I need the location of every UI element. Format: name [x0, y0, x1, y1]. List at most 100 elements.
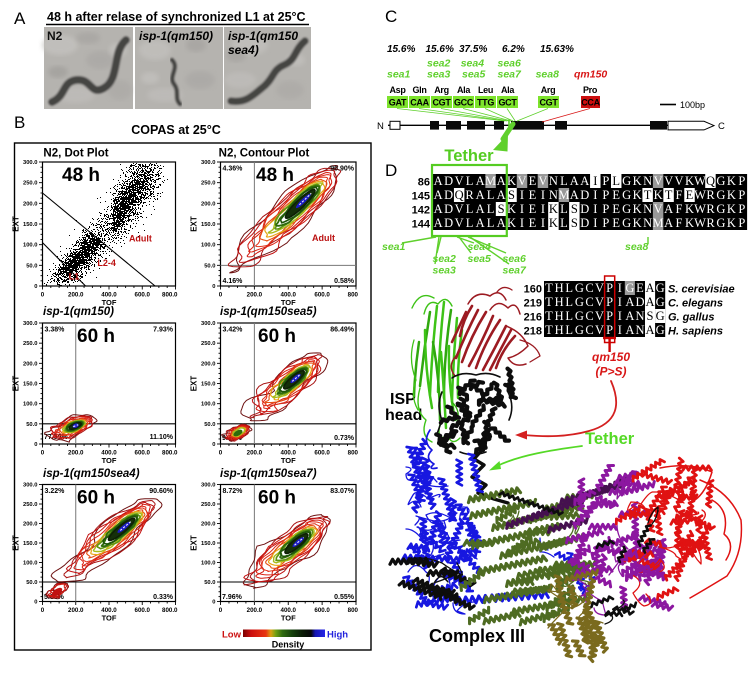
svg-text:sea2: sea2 — [427, 58, 451, 70]
svg-text:GCC: GCC — [454, 98, 474, 108]
svg-text:150.0: 150.0 — [23, 222, 38, 228]
svg-text:0: 0 — [34, 442, 37, 448]
svg-text:150.0: 150.0 — [201, 382, 216, 388]
svg-text:200.0: 200.0 — [247, 292, 263, 299]
svg-text:sea5: sea5 — [462, 69, 486, 81]
svg-text:144: 144 — [412, 219, 431, 231]
svg-text:sea3: sea3 — [427, 69, 451, 81]
svg-text:800.0: 800.0 — [162, 450, 178, 457]
svg-text:sea8: sea8 — [625, 241, 649, 253]
svg-text:Complex III: Complex III — [429, 626, 525, 646]
svg-text:400.0: 400.0 — [281, 292, 297, 299]
svg-text:C: C — [385, 7, 397, 26]
svg-text:216: 216 — [524, 312, 542, 324]
svg-text:0: 0 — [34, 600, 37, 606]
svg-text:400.0: 400.0 — [281, 450, 297, 457]
svg-text:sea6: sea6 — [503, 253, 527, 265]
svg-text:60 h: 60 h — [258, 326, 296, 347]
svg-text:0.58%: 0.58% — [334, 278, 355, 285]
svg-text:S. cerevisiae: S. cerevisiae — [668, 284, 735, 296]
svg-text:sea6: sea6 — [498, 58, 522, 70]
svg-text:Tether: Tether — [585, 430, 635, 448]
svg-text:300.0: 300.0 — [201, 483, 216, 489]
svg-text:0: 0 — [34, 284, 37, 290]
svg-text:GAT: GAT — [389, 98, 407, 108]
svg-text:100.0: 100.0 — [23, 561, 38, 567]
svg-text:head: head — [385, 407, 422, 424]
svg-text:Arg: Arg — [434, 85, 449, 95]
svg-text:Adult: Adult — [129, 233, 152, 243]
svg-text:800: 800 — [348, 292, 359, 299]
svg-text:90.90%: 90.90% — [330, 166, 355, 173]
svg-text:800.0: 800.0 — [162, 607, 178, 614]
svg-text:High: High — [327, 630, 348, 641]
svg-text:100.0: 100.0 — [201, 561, 216, 567]
svg-text:7.93%: 7.93% — [153, 327, 174, 334]
svg-text:sea2: sea2 — [433, 253, 457, 265]
svg-text:200.0: 200.0 — [23, 522, 38, 528]
svg-text:Asp: Asp — [389, 85, 406, 95]
svg-text:N2, Contour Plot: N2, Contour Plot — [219, 148, 310, 160]
svg-text:H. sapiens: H. sapiens — [668, 326, 723, 338]
svg-text:EXT: EXT — [190, 216, 199, 232]
svg-text:200.0: 200.0 — [201, 522, 216, 528]
svg-text:300.0: 300.0 — [23, 321, 38, 327]
svg-text:sea4: sea4 — [461, 58, 485, 70]
svg-text:250.0: 250.0 — [23, 181, 38, 187]
svg-text:218: 218 — [524, 326, 542, 338]
svg-text:0: 0 — [219, 292, 223, 299]
svg-text:11.10%: 11.10% — [150, 434, 174, 441]
svg-text:250.0: 250.0 — [201, 502, 216, 508]
svg-text:EXT: EXT — [12, 535, 21, 551]
svg-text:600.0: 600.0 — [314, 450, 330, 457]
svg-text:Gln: Gln — [412, 85, 426, 95]
svg-text:142: 142 — [412, 205, 430, 217]
svg-text:200.0: 200.0 — [68, 607, 84, 614]
svg-text:300.0: 300.0 — [23, 483, 38, 489]
svg-text:TOF: TOF — [102, 614, 117, 623]
svg-text:Density: Density — [272, 640, 305, 650]
svg-text:TOF: TOF — [281, 614, 296, 623]
svg-text:isp-1(qm150sea5): isp-1(qm150sea5) — [220, 306, 317, 318]
svg-text:219: 219 — [524, 298, 542, 310]
svg-text:C: C — [718, 121, 725, 132]
svg-text:sea4: sea4 — [468, 241, 492, 253]
svg-text:150.0: 150.0 — [201, 222, 216, 228]
svg-text:TOF: TOF — [281, 298, 296, 307]
svg-text:200.0: 200.0 — [247, 607, 263, 614]
svg-text:N2, Dot Plot: N2, Dot Plot — [43, 148, 108, 160]
svg-text:Ala: Ala — [501, 85, 515, 95]
svg-text:isp-1(qm150): isp-1(qm150) — [139, 29, 213, 43]
svg-text:600.0: 600.0 — [314, 292, 330, 299]
svg-text:Pro: Pro — [583, 85, 598, 95]
svg-text:N2: N2 — [47, 29, 63, 43]
svg-text:sea1: sea1 — [387, 69, 411, 81]
svg-text:3.42%: 3.42% — [223, 327, 244, 334]
svg-text:400.0: 400.0 — [101, 292, 117, 299]
svg-text:600.0: 600.0 — [135, 450, 151, 457]
svg-text:250.0: 250.0 — [23, 502, 38, 508]
svg-text:ISP: ISP — [390, 391, 416, 408]
svg-text:100.0: 100.0 — [23, 243, 38, 249]
svg-text:CAA: CAA — [410, 98, 429, 108]
svg-text:250.0: 250.0 — [201, 181, 216, 187]
svg-text:150.0: 150.0 — [201, 541, 216, 547]
svg-text:sea4): sea4) — [228, 43, 259, 57]
svg-text:100.0: 100.0 — [23, 402, 38, 408]
svg-text:L2-4: L2-4 — [97, 258, 116, 268]
svg-text:37.5%: 37.5% — [459, 44, 487, 55]
svg-text:160: 160 — [524, 284, 542, 296]
svg-text:800: 800 — [348, 450, 359, 457]
svg-text:sea7: sea7 — [498, 69, 523, 81]
svg-text:200.0: 200.0 — [68, 450, 84, 457]
svg-text:250.0: 250.0 — [201, 341, 216, 347]
svg-text:60 h: 60 h — [77, 326, 115, 347]
svg-text:86: 86 — [418, 177, 430, 189]
svg-text:50.0: 50.0 — [26, 263, 37, 269]
svg-text:G. gallus: G. gallus — [668, 312, 714, 324]
svg-text:600.0: 600.0 — [314, 607, 330, 614]
svg-text:150.0: 150.0 — [23, 541, 38, 547]
